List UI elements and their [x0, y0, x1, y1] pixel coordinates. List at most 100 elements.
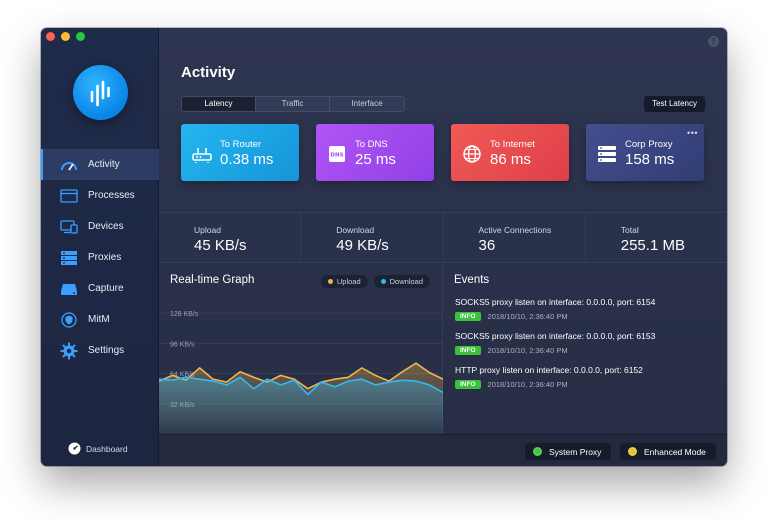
stat-label: Active Connections — [478, 225, 552, 235]
info-badge: INFO — [455, 346, 481, 355]
test-latency-button[interactable]: Test Latency — [644, 96, 705, 112]
sidebar-item-label: Processes — [88, 190, 135, 201]
events-title: Events — [454, 274, 490, 286]
stats-row: Upload 45 KB/s Download 49 KB/s Active C… — [159, 212, 727, 263]
server-icon — [597, 144, 617, 164]
gauge-icon — [60, 156, 78, 174]
app-window: Activity Processes Devices Proxies — [41, 28, 727, 466]
event-item: SOCKS5 proxy listen on interface: 0.0.0.… — [455, 297, 655, 321]
gear-icon — [60, 342, 78, 360]
y-tick-label: 96 KB/s — [170, 341, 195, 348]
sidebar-item-label: Settings — [88, 345, 125, 356]
sidebar-item-settings[interactable]: Settings — [41, 335, 159, 366]
stat-download: Download 49 KB/s — [301, 213, 444, 262]
sidebar-item-mitm[interactable]: MitM — [41, 304, 159, 335]
system-proxy-label: System Proxy — [549, 446, 602, 457]
dashboard-link[interactable]: Dashboard — [68, 442, 128, 455]
sidebar-item-proxies[interactable]: Proxies — [41, 242, 159, 273]
sidebar-item-label: MitM — [88, 314, 110, 325]
event-time: 2018/10/10, 2:36:40 PM — [487, 380, 568, 389]
event-time: 2018/10/10, 2:36:40 PM — [487, 312, 568, 321]
card-value: 158 ms — [625, 151, 675, 168]
tab-interface[interactable]: Interface — [330, 97, 404, 111]
card-corp-proxy[interactable]: ••• Corp Proxy 158 ms — [586, 124, 704, 181]
stat-label: Total — [620, 225, 639, 235]
card-label: To Internet — [490, 139, 535, 150]
info-badge: INFO — [455, 312, 481, 321]
sidebar-item-label: Activity — [88, 159, 120, 170]
system-proxy-toggle[interactable]: System Proxy — [525, 443, 612, 460]
card-to-internet[interactable]: To Internet 86 ms — [451, 124, 569, 181]
info-badge: INFO — [455, 380, 481, 389]
window-icon — [60, 187, 78, 205]
stat-active-connections: Active Connections 36 — [444, 213, 586, 262]
close-window-button[interactable] — [46, 32, 55, 41]
sidebar-item-devices[interactable]: Devices — [41, 211, 159, 242]
stat-value: 49 KB/s — [336, 237, 389, 254]
page-title: Activity — [181, 64, 236, 81]
tab-traffic[interactable]: Traffic — [256, 97, 330, 111]
series-line-download — [159, 376, 443, 396]
sidebar-item-processes[interactable]: Processes — [41, 180, 159, 211]
globe-icon — [462, 144, 482, 164]
event-item: HTTP proxy listen on interface: 0.0.0.0,… — [455, 365, 643, 389]
event-item: SOCKS5 proxy listen on interface: 0.0.0.… — [455, 331, 655, 355]
card-to-router[interactable]: To Router 0.38 ms — [181, 124, 299, 181]
dns-icon: DNS — [327, 144, 347, 164]
stat-value: 255.1 MB — [620, 237, 685, 254]
stat-value: 36 — [478, 237, 496, 254]
card-value: 86 ms — [490, 151, 531, 168]
sidebar-item-label: Capture — [88, 283, 124, 294]
minimize-window-button[interactable] — [61, 32, 70, 41]
zoom-window-button[interactable] — [76, 32, 85, 41]
realtime-graph-chart: 128 KB/s96 KB/s64 KB/s32 KB/s — [159, 311, 443, 434]
card-label: To Router — [220, 139, 262, 150]
stat-label: Upload — [194, 225, 221, 235]
main-content: ? Activity Latency Traffic Interface Tes… — [159, 28, 727, 466]
graph-legend: Upload Download — [320, 275, 430, 288]
svg-text:DNS: DNS — [330, 153, 343, 159]
enhanced-mode-label: Enhanced Mode — [644, 446, 706, 457]
y-tick-label: 64 KB/s — [170, 372, 195, 379]
system-proxy-status-dot — [533, 447, 542, 456]
realtime-graph-panel: Real-time Graph Upload Download 128 KB/s… — [159, 264, 443, 434]
sidebar-item-label: Proxies — [88, 252, 122, 263]
legend-upload[interactable]: Upload — [320, 275, 368, 288]
sidebar-nav: Activity Processes Devices Proxies — [41, 149, 159, 366]
sidebar-item-capture[interactable]: Capture — [41, 273, 159, 304]
stat-upload: Upload 45 KB/s — [159, 213, 302, 262]
y-tick-label: 128 KB/s — [170, 311, 199, 318]
sidebar-item-activity[interactable]: Activity — [41, 149, 159, 180]
stat-value: 45 KB/s — [194, 237, 247, 254]
enhanced-mode-toggle[interactable]: Enhanced Mode — [620, 443, 716, 460]
enhanced-mode-status-dot — [628, 447, 637, 456]
stat-total: Total 255.1 MB — [586, 213, 727, 262]
tab-latency[interactable]: Latency — [182, 97, 256, 111]
card-to-dns[interactable]: DNS To DNS 25 ms — [316, 124, 434, 181]
event-time: 2018/10/10, 2:36:40 PM — [487, 346, 568, 355]
events-panel: Events SOCKS5 proxy listen on interface:… — [444, 264, 727, 434]
event-message: SOCKS5 proxy listen on interface: 0.0.0.… — [455, 297, 656, 307]
card-label: To DNS — [355, 139, 388, 150]
legend-dot — [327, 279, 333, 284]
help-icon[interactable]: ? — [708, 36, 719, 47]
legend-download[interactable]: Download — [373, 275, 430, 288]
series-area-download — [159, 377, 443, 434]
dashboard-label: Dashboard — [86, 443, 128, 454]
event-message: SOCKS5 proxy listen on interface: 0.0.0.… — [455, 331, 656, 341]
legend-label: Download — [389, 277, 423, 286]
router-icon — [192, 144, 212, 164]
devices-icon — [60, 218, 78, 236]
stat-label: Download — [336, 225, 375, 235]
shield-icon — [60, 311, 78, 329]
server-icon — [60, 249, 78, 267]
status-bar: System Proxy Enhanced Mode — [159, 434, 727, 466]
event-message: HTTP proxy listen on interface: 0.0.0.0,… — [455, 365, 643, 375]
sidebar-item-label: Devices — [88, 221, 124, 232]
more-options-icon[interactable]: ••• — [687, 128, 698, 138]
card-label: Corp Proxy — [625, 139, 673, 150]
sidebar: Activity Processes Devices Proxies — [41, 28, 159, 466]
card-value: 0.38 ms — [220, 151, 274, 168]
drive-icon — [60, 280, 78, 298]
app-logo — [73, 65, 128, 120]
